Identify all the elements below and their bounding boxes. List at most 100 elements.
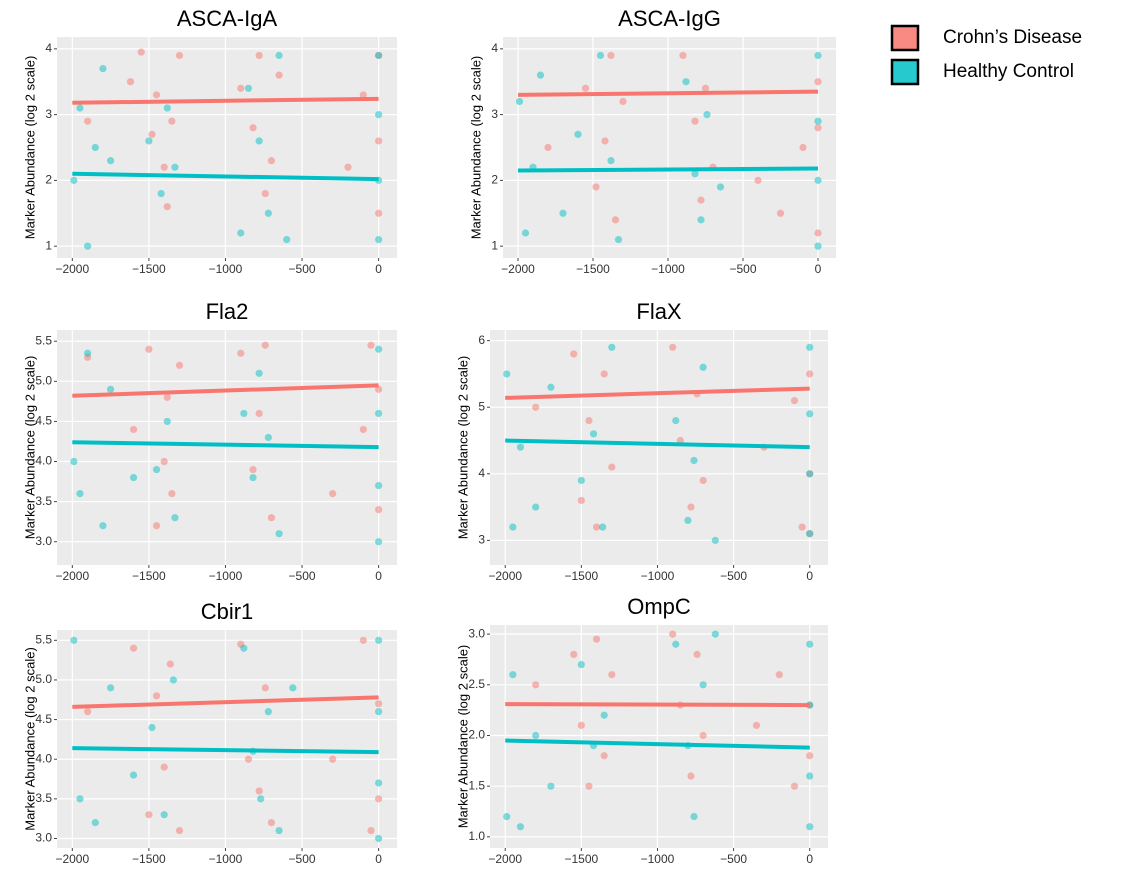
y-tick-label: 3.0 bbox=[35, 534, 52, 548]
trend-line bbox=[505, 438, 810, 450]
point bbox=[711, 536, 719, 544]
point bbox=[814, 51, 822, 60]
y-axis-label: Marker Abundance (log 2 scale) bbox=[455, 356, 470, 540]
point bbox=[699, 681, 707, 689]
point bbox=[129, 425, 138, 434]
point bbox=[359, 91, 367, 99]
x-tick-label: −1000 bbox=[641, 569, 675, 583]
point bbox=[592, 183, 600, 191]
point bbox=[790, 396, 799, 405]
point bbox=[806, 752, 814, 760]
point bbox=[267, 514, 276, 522]
point bbox=[559, 209, 567, 217]
point bbox=[275, 826, 283, 835]
point bbox=[581, 84, 590, 92]
point bbox=[148, 723, 156, 732]
plot-background bbox=[490, 625, 828, 848]
point bbox=[76, 104, 84, 112]
point bbox=[99, 522, 107, 530]
point bbox=[699, 476, 707, 485]
point bbox=[76, 490, 84, 498]
x-tick-label: 0 bbox=[375, 852, 382, 866]
point bbox=[693, 650, 701, 658]
chart-title: ASCA-IgA bbox=[177, 6, 278, 31]
y-tick-label: 3.0 bbox=[35, 831, 52, 845]
chart-title: OmpC bbox=[627, 594, 691, 619]
y-tick-label: 3 bbox=[491, 107, 498, 121]
chart-title: Fla2 bbox=[206, 299, 249, 324]
point bbox=[690, 456, 698, 465]
x-tick-label: −1500 bbox=[576, 262, 610, 276]
point bbox=[244, 755, 253, 763]
y-tick-label: 1 bbox=[491, 238, 498, 252]
point bbox=[160, 763, 168, 771]
point bbox=[574, 130, 582, 138]
point bbox=[589, 430, 598, 438]
point bbox=[264, 209, 272, 217]
x-tick-label: −1000 bbox=[209, 852, 243, 866]
point bbox=[129, 473, 138, 482]
point bbox=[516, 823, 525, 831]
point bbox=[585, 416, 593, 425]
point bbox=[684, 516, 692, 524]
point bbox=[611, 216, 620, 224]
point bbox=[375, 834, 383, 843]
point bbox=[237, 349, 245, 357]
point bbox=[152, 465, 161, 474]
point bbox=[814, 242, 822, 250]
x-tick-label: −1500 bbox=[564, 852, 598, 866]
x-tick-label: −500 bbox=[720, 852, 747, 866]
point bbox=[84, 349, 92, 357]
point bbox=[547, 383, 555, 391]
point bbox=[619, 97, 627, 106]
point bbox=[592, 523, 601, 531]
point bbox=[697, 196, 705, 204]
point bbox=[585, 782, 593, 790]
point bbox=[532, 681, 540, 689]
x-tick-label: −2000 bbox=[501, 262, 535, 276]
y-tick-label: 2.0 bbox=[468, 728, 485, 742]
point bbox=[775, 671, 783, 679]
point bbox=[699, 731, 707, 740]
point bbox=[168, 117, 176, 125]
point bbox=[600, 711, 608, 719]
x-tick-label: 0 bbox=[375, 569, 382, 583]
trend-line bbox=[72, 96, 379, 105]
point bbox=[596, 51, 605, 60]
point bbox=[592, 635, 601, 643]
point bbox=[275, 530, 283, 538]
point bbox=[570, 650, 578, 658]
point bbox=[249, 465, 257, 474]
x-tick-label: −1500 bbox=[132, 569, 166, 583]
point bbox=[806, 410, 814, 418]
point bbox=[261, 341, 269, 349]
point bbox=[264, 708, 272, 716]
point bbox=[275, 51, 283, 60]
point bbox=[329, 490, 337, 498]
panel: Cbir1 Marker Abundance (log 2 scale) −2000… bbox=[22, 599, 397, 866]
trend-line bbox=[505, 386, 810, 400]
point bbox=[806, 370, 814, 378]
point bbox=[329, 755, 337, 763]
y-tick-label: 1.5 bbox=[468, 778, 485, 792]
point bbox=[532, 503, 540, 511]
point bbox=[160, 163, 168, 171]
point bbox=[509, 523, 517, 531]
point bbox=[509, 671, 517, 679]
y-tick-label: 2 bbox=[491, 173, 498, 187]
point bbox=[716, 183, 725, 191]
point bbox=[814, 176, 822, 184]
point bbox=[503, 812, 511, 821]
point bbox=[255, 51, 263, 60]
point bbox=[375, 636, 383, 644]
y-tick-label: 4 bbox=[491, 41, 498, 55]
point bbox=[375, 779, 383, 787]
panel: OmpC Marker Abundance (log 2 scale) −2000 −… bbox=[455, 594, 828, 866]
point bbox=[267, 819, 276, 827]
y-tick-label: 3 bbox=[478, 533, 485, 547]
point bbox=[70, 176, 78, 184]
y-tick-label: 4.0 bbox=[35, 454, 52, 468]
y-tick-label: 4.0 bbox=[35, 751, 52, 765]
point bbox=[669, 630, 677, 638]
